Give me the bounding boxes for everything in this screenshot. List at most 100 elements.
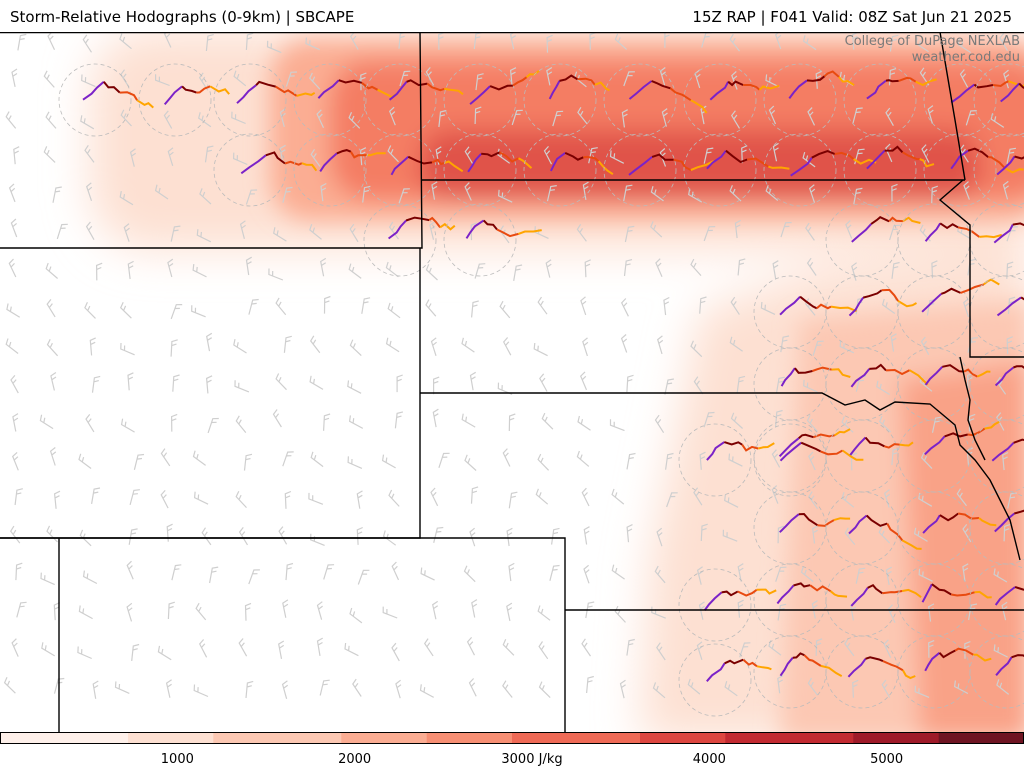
hodograph [603, 133, 715, 207]
wind-barb [245, 189, 258, 205]
wind-barb [611, 488, 625, 505]
hodograph-segment [181, 85, 197, 94]
wind-barb [623, 184, 633, 202]
hodograph-ring [923, 63, 997, 137]
hodograph-segment [776, 584, 795, 605]
wind-barb [45, 262, 58, 279]
colorbar-cell [512, 732, 556, 744]
hodograph-segment [499, 151, 519, 163]
hodograph-segment [482, 219, 498, 231]
wind-barb [772, 260, 779, 279]
wind-barb [771, 449, 781, 468]
wind-barb [655, 258, 663, 277]
hodograph-segment [850, 368, 871, 388]
wind-barb [154, 184, 169, 200]
wind-barb [385, 261, 399, 278]
hodograph-segment [1014, 155, 1024, 160]
hodograph-segment [848, 297, 865, 317]
hodograph-segment [833, 517, 851, 522]
wind-barb [85, 221, 95, 240]
sbcape-shading [90, 32, 1024, 732]
wind-barb [360, 72, 367, 91]
wind-barb [881, 679, 891, 698]
hodograph-segment [747, 157, 769, 168]
wind-barb [282, 599, 289, 618]
wind-barb [737, 258, 746, 276]
wind-barb [664, 378, 675, 395]
wind-barb [385, 337, 400, 353]
hodograph-segment [809, 584, 832, 593]
wind-barb [84, 144, 95, 163]
hodograph-segment [725, 149, 748, 164]
hodograph-segment [651, 153, 674, 161]
wind-barb [320, 257, 327, 277]
hodograph-segment [709, 81, 730, 101]
wind-barb [114, 681, 130, 694]
wind-barb [82, 34, 93, 53]
wind-barb [538, 681, 551, 699]
wind-barb [654, 565, 666, 584]
wind-barb [91, 375, 101, 393]
wind-barb [806, 414, 819, 432]
wind-barb [502, 337, 512, 356]
hodograph-segment [794, 367, 813, 374]
colorbar-cell [768, 732, 812, 744]
wind-barb [266, 40, 282, 54]
hodograph-segment [788, 79, 808, 100]
wind-barb [205, 34, 214, 52]
wind-barb [581, 638, 591, 657]
hodograph [293, 133, 386, 207]
wind-barb [508, 491, 518, 509]
wind-barb [192, 264, 207, 278]
wind-barb [996, 376, 1007, 395]
hodograph-segment [994, 512, 1015, 533]
wind-barb [461, 337, 475, 353]
wind-barb [815, 70, 822, 89]
wind-barb [319, 679, 330, 696]
wind-barb [273, 227, 287, 242]
wind-barb [506, 527, 513, 547]
wind-barb [581, 487, 590, 507]
colorbar-cell [469, 732, 513, 744]
hodograph [443, 63, 540, 137]
hodograph-segment [512, 76, 528, 87]
wind-barb [431, 181, 438, 200]
wind-barb [432, 600, 439, 620]
hodograph-segment [882, 590, 903, 595]
hodograph [443, 203, 542, 277]
cape-north-band-max [420, 130, 980, 200]
wind-barb [323, 413, 331, 431]
wind-barb [127, 372, 134, 391]
wind-barb [666, 492, 678, 508]
wind-barb [425, 67, 435, 86]
wind-barb [425, 299, 437, 317]
hodograph-segment [706, 150, 727, 170]
hodograph-segment [518, 229, 542, 235]
hodograph-segment [669, 87, 692, 102]
wind-barb [623, 71, 635, 87]
wind-barb [656, 642, 666, 661]
hodograph-segment [798, 512, 818, 527]
wind-barb [316, 637, 323, 656]
wind-barb [537, 605, 551, 621]
wind-barb [347, 456, 363, 469]
hodograph-segment [317, 79, 340, 99]
hodograph-segment [1013, 438, 1024, 444]
hodograph-ring [843, 133, 917, 207]
wind-barb [167, 601, 175, 620]
wind-barb [699, 451, 706, 470]
colorbar-cell [682, 732, 726, 744]
wind-barb [349, 32, 359, 50]
hodograph-segment [847, 658, 867, 678]
wind-barb [737, 563, 744, 582]
wind-barb [8, 183, 16, 203]
wind-barb [815, 638, 823, 656]
wind-barb [430, 487, 439, 507]
wind-barb [119, 301, 132, 319]
hodograph-segment [779, 296, 801, 316]
hodograph-segment [706, 662, 726, 682]
wind-barb [248, 569, 260, 585]
wind-barb [352, 678, 362, 697]
hodograph-segment [496, 228, 519, 238]
wind-barb [852, 679, 859, 698]
